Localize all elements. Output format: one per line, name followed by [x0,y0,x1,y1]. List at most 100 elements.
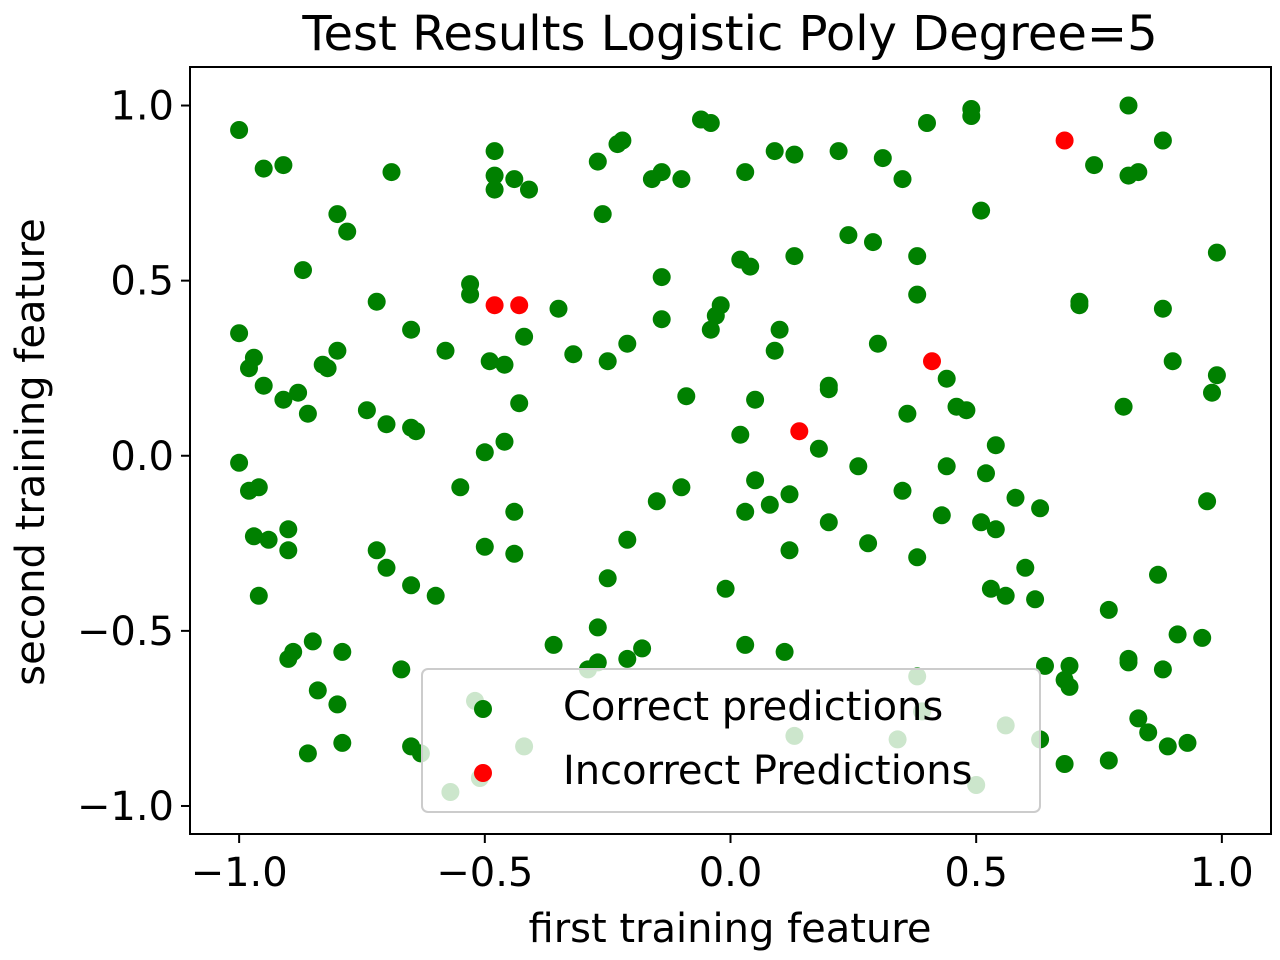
correct-point-20 [785,145,804,164]
correct-point-28 [1085,156,1104,175]
correct-point-53 [618,334,637,353]
correct-point-111 [937,457,956,476]
correct-point-39 [367,292,386,311]
correct-point-80 [298,404,317,423]
series-1 [485,131,1074,441]
x-tick-label-4: 1.0 [1190,850,1254,896]
correct-point-38 [549,299,568,318]
correct-point-167 [328,695,347,714]
correct-point-26 [962,107,981,125]
correct-point-126 [402,576,421,595]
correct-point-94 [731,425,750,444]
x-tick-label-0: −1.0 [191,850,288,896]
correct-point-131 [618,530,637,549]
correct-point-168 [333,733,352,752]
correct-point-121 [259,530,278,549]
correct-point-91 [937,369,956,388]
correct-point-24 [918,114,936,132]
correct-point-116 [986,520,1005,539]
correct-point-14 [652,163,671,182]
correct-point-70 [1070,296,1089,315]
correct-point-108 [780,485,799,504]
y-tick-label-3: 0.5 [110,259,174,305]
correct-point-101 [249,478,268,497]
correct-point-169 [298,744,317,763]
correct-point-90 [898,404,917,423]
correct-point-63 [765,341,784,360]
correct-point-41 [515,327,534,346]
correct-point-11 [613,131,632,150]
correct-point-166 [308,681,327,700]
correct-point-188 [1178,733,1197,752]
correct-point-120 [244,527,263,546]
correct-point-117 [1006,488,1025,507]
correct-point-163 [1153,660,1172,679]
correct-point-103 [647,492,666,511]
correct-point-86 [677,387,696,406]
correct-point-96 [475,443,494,462]
correct-point-99 [230,453,249,472]
correct-point-149 [588,618,607,637]
correct-point-40 [402,320,421,339]
correct-point-23 [893,170,912,189]
correct-point-187 [1158,737,1177,756]
x-tick-label-2: 0.0 [699,850,763,896]
correct-point-186 [1139,723,1158,742]
correct-point-87 [746,390,765,409]
correct-point-155 [775,642,794,661]
correct-point-134 [780,541,799,560]
correct-point-54 [652,268,671,287]
legend-label-correct: Correct predictions [563,684,943,730]
correct-point-154 [736,635,755,654]
correct-point-113 [932,506,951,525]
correct-point-159 [1060,677,1079,696]
correct-point-67 [908,285,927,304]
correct-point-137 [981,579,1000,598]
correct-point-124 [367,541,386,560]
correct-point-61 [701,320,720,339]
correct-point-3 [382,163,401,182]
correct-point-146 [333,642,352,661]
correct-point-112 [977,464,995,483]
correct-point-8 [520,180,538,199]
correct-point-139 [1016,558,1035,577]
correct-point-27 [972,201,991,220]
correct-point-95 [495,432,514,451]
correct-point-75 [1203,383,1221,402]
correct-point-115 [972,513,991,532]
correct-point-109 [849,457,868,476]
chart-title: Test Results Logistic Poly Degree=5 [301,6,1157,62]
correct-point-165 [1193,628,1212,647]
correct-point-84 [407,422,425,441]
x-tick-label-3: 0.5 [944,850,1008,896]
y-tick-label-2: 0.0 [110,434,174,480]
correct-point-18 [736,163,755,182]
correct-point-2 [274,156,293,175]
correct-point-71 [1153,299,1172,318]
correct-point-68 [868,334,887,353]
correct-point-107 [760,495,779,514]
y-axis-ticks: −1.0 −0.5 0.0 0.5 1.0 [77,84,190,830]
correct-point-32 [1153,131,1172,150]
correct-point-57 [741,257,760,276]
correct-point-7 [505,170,524,189]
correct-point-156 [1036,656,1054,675]
correct-point-1 [254,159,273,178]
correct-point-164 [1168,625,1187,644]
correct-point-138 [996,586,1015,605]
correct-point-158 [1060,656,1079,675]
incorrect-point-0 [1055,131,1074,150]
correct-point-19 [765,142,784,161]
correct-point-114 [819,513,838,532]
correct-point-21 [829,142,848,161]
correct-point-125 [377,558,396,577]
correct-point-123 [279,541,298,560]
correct-point-34 [338,222,357,241]
correct-point-51 [564,345,583,364]
correct-point-22 [873,149,892,168]
correct-point-141 [1149,565,1167,584]
correct-point-97 [809,439,828,458]
correct-point-147 [392,660,411,679]
correct-point-119 [1198,492,1217,511]
